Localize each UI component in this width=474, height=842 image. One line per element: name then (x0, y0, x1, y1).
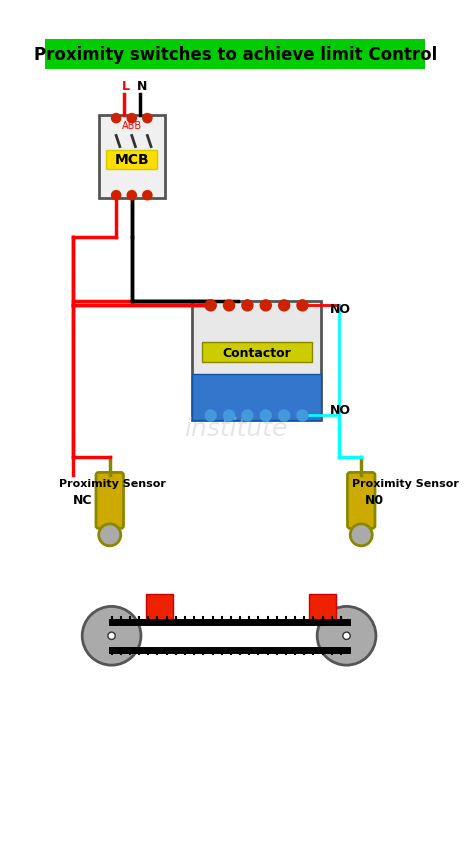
FancyBboxPatch shape (146, 594, 173, 621)
FancyBboxPatch shape (46, 40, 426, 68)
Circle shape (99, 524, 121, 546)
Circle shape (205, 410, 216, 421)
FancyBboxPatch shape (192, 301, 321, 420)
FancyBboxPatch shape (99, 115, 165, 198)
Text: Contactor: Contactor (222, 347, 291, 360)
Text: NO: NO (330, 404, 351, 418)
Circle shape (127, 190, 137, 200)
Circle shape (205, 300, 216, 311)
FancyBboxPatch shape (309, 594, 337, 621)
Circle shape (350, 524, 372, 546)
Text: institute: institute (184, 418, 287, 441)
Circle shape (242, 410, 253, 421)
Circle shape (143, 114, 152, 123)
Circle shape (111, 114, 121, 123)
Text: Proximity Sensor: Proximity Sensor (352, 479, 459, 489)
Text: MCB: MCB (114, 153, 149, 168)
Circle shape (242, 300, 253, 311)
Text: NO: NO (330, 303, 351, 317)
Circle shape (108, 632, 115, 639)
Text: Proximity switches to achieve limit Control: Proximity switches to achieve limit Cont… (34, 45, 437, 64)
Circle shape (279, 300, 290, 311)
Text: NC: NC (73, 494, 92, 508)
Circle shape (143, 190, 152, 200)
Text: L: L (122, 80, 130, 93)
Circle shape (297, 300, 308, 311)
Text: N: N (137, 80, 147, 93)
FancyBboxPatch shape (192, 374, 321, 420)
FancyBboxPatch shape (96, 472, 124, 529)
Circle shape (127, 114, 137, 123)
FancyBboxPatch shape (347, 472, 375, 529)
Circle shape (297, 410, 308, 421)
Text: Proximity Sensor: Proximity Sensor (59, 479, 166, 489)
Text: N0: N0 (365, 494, 384, 508)
Circle shape (82, 606, 141, 665)
Text: ABB: ABB (122, 121, 142, 131)
Circle shape (260, 410, 271, 421)
Circle shape (317, 606, 376, 665)
Circle shape (343, 632, 350, 639)
FancyBboxPatch shape (106, 150, 157, 168)
Circle shape (224, 300, 235, 311)
Circle shape (224, 410, 235, 421)
Circle shape (111, 190, 121, 200)
Circle shape (260, 300, 271, 311)
FancyBboxPatch shape (201, 342, 312, 362)
Circle shape (279, 410, 290, 421)
